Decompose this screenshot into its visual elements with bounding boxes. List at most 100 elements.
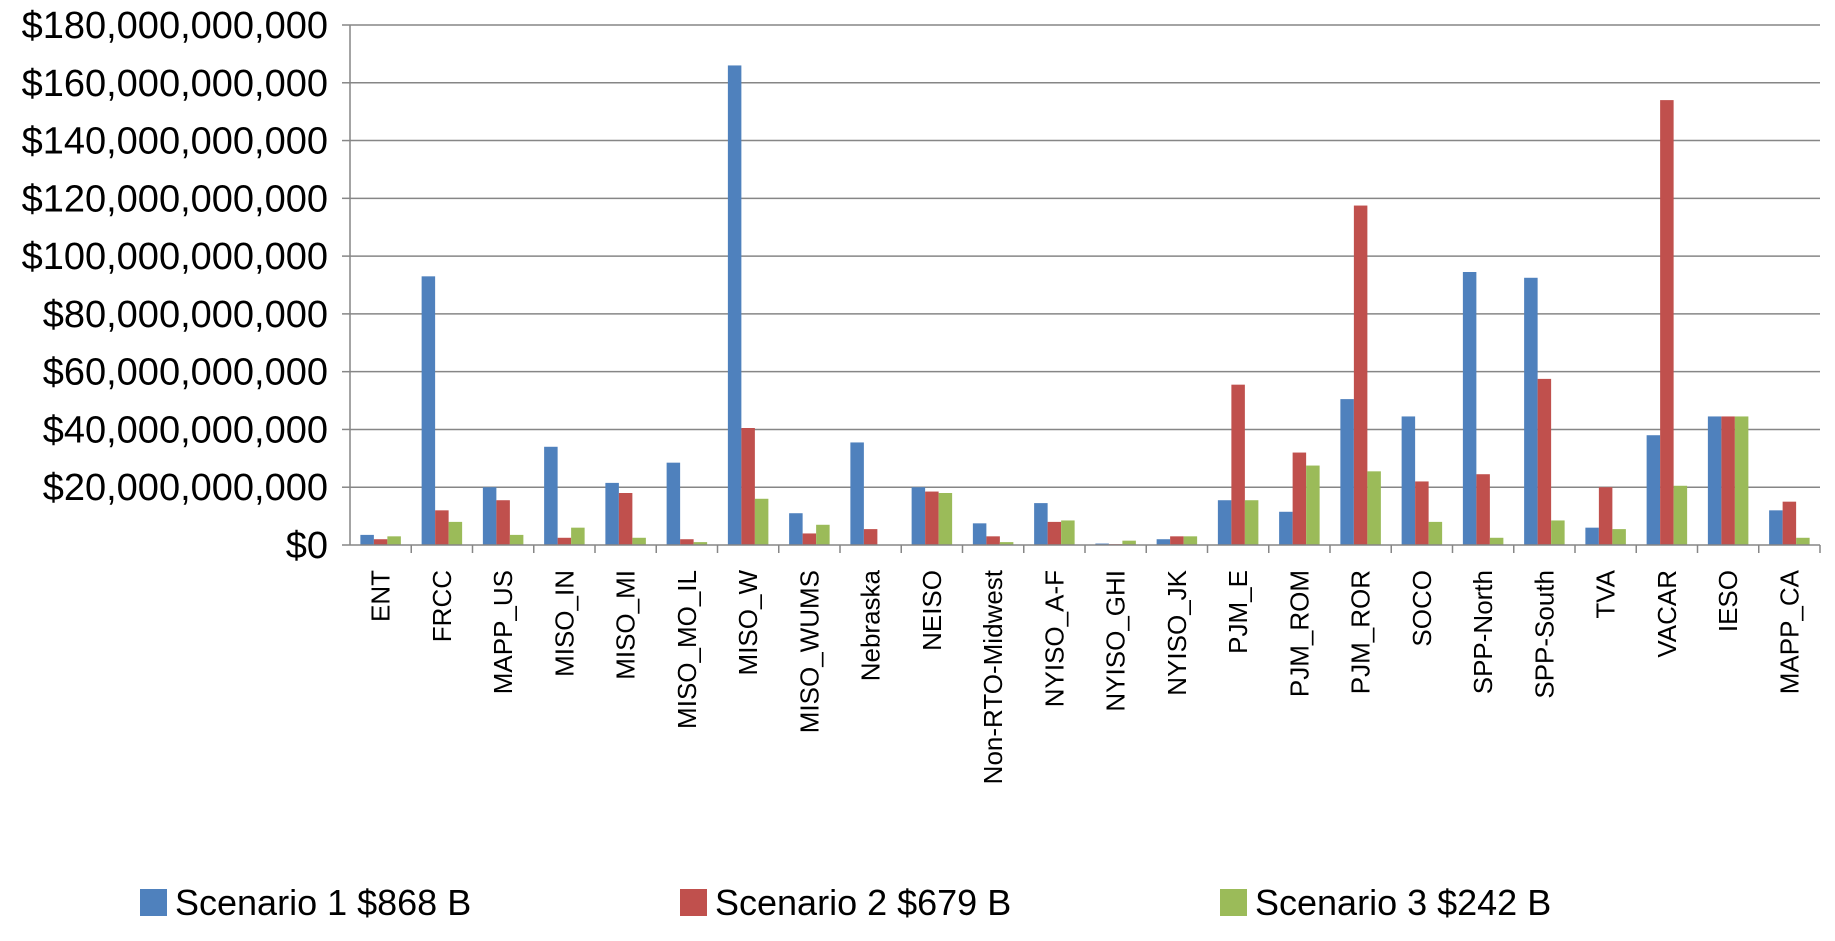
x-tick-label: MAPP_CA — [1774, 569, 1804, 694]
x-tick-label: TVA — [1591, 569, 1621, 618]
bar — [1721, 416, 1735, 545]
bar — [571, 527, 585, 545]
bar — [754, 498, 769, 545]
bar — [1551, 520, 1565, 545]
x-tick-label: MISO_W — [733, 570, 763, 676]
bar — [789, 513, 803, 545]
bar — [1183, 536, 1198, 545]
bar — [1122, 540, 1136, 545]
x-tick-label: PJM_ROM — [1284, 570, 1314, 697]
bar — [482, 487, 497, 545]
bar — [1170, 536, 1184, 545]
bar — [1401, 416, 1416, 545]
y-tick-label: $20,000,000,000 — [43, 467, 328, 509]
bar — [1734, 416, 1749, 545]
bar — [1340, 399, 1354, 545]
bar — [741, 428, 755, 545]
legend-label: Scenario 3 $242 B — [1255, 882, 1551, 923]
bar — [1292, 452, 1307, 545]
bar — [727, 65, 742, 545]
bar — [1598, 487, 1613, 545]
legend-label: Scenario 1 $868 B — [175, 882, 471, 923]
x-tick-label: MISO_WUMS — [794, 570, 824, 733]
legend-swatch — [1220, 889, 1247, 916]
bar — [666, 462, 681, 545]
bar — [1462, 272, 1477, 545]
bar — [1244, 500, 1259, 545]
bar — [1034, 503, 1048, 545]
legend: Scenario 1 $868 B Scenario 2 $679 B Scenar… — [140, 882, 1551, 923]
bar — [850, 442, 864, 545]
bar — [802, 533, 817, 545]
bar — [1415, 481, 1429, 545]
bar — [999, 542, 1014, 545]
y-tick-label: $40,000,000,000 — [43, 409, 328, 451]
bar — [421, 276, 436, 545]
bar — [448, 521, 463, 545]
bar — [1524, 277, 1538, 545]
x-tick-label: SOCO — [1407, 570, 1437, 647]
y-tick-label: $80,000,000,000 — [43, 294, 328, 336]
bar — [1489, 537, 1504, 545]
y-tick-label: $60,000,000,000 — [43, 352, 328, 394]
bar — [632, 537, 646, 545]
bar — [435, 510, 449, 545]
x-tick-label: VACAR — [1652, 570, 1682, 658]
bar — [1306, 465, 1320, 545]
bar — [360, 534, 374, 545]
x-tick-label: Nebraska — [856, 569, 886, 681]
x-tick-label: PJM_ROR — [1346, 570, 1376, 694]
y-tick-label: $180,000,000,000 — [22, 5, 328, 47]
x-tick-label: SPP-North — [1468, 570, 1498, 694]
x-tick-label: MAPP_US — [488, 570, 518, 694]
bar — [618, 493, 633, 545]
gridlines — [350, 24, 1820, 488]
bar — [1707, 416, 1722, 545]
x-tick-label: IESO — [1713, 570, 1743, 632]
x-tick-label: NYISO_JK — [1162, 569, 1192, 695]
bar — [1217, 500, 1232, 545]
x-tick-label: Non-RTO-Midwest — [978, 569, 1008, 784]
x-axis-tick-labels: ENT FRCC MAPP_US MISO_IN MISO_MI MISO_MO_IL MI… — [366, 569, 1805, 784]
bar — [1279, 511, 1293, 545]
bar — [816, 524, 830, 545]
bar — [496, 500, 510, 545]
x-tick-label: ENT — [366, 570, 396, 622]
x-tick-label: NEISO — [917, 570, 947, 651]
bar — [1476, 474, 1490, 545]
bar — [1061, 520, 1075, 545]
bar — [1156, 539, 1171, 545]
bar — [1585, 527, 1599, 545]
x-tick-label: PJM_E — [1223, 570, 1253, 654]
bar — [986, 536, 1000, 545]
x-tick-label: MISO_MI — [611, 570, 641, 680]
bars — [360, 65, 1810, 546]
bar — [680, 539, 694, 545]
bar — [1646, 435, 1661, 545]
legend-label: Scenario 2 $679 B — [715, 882, 1011, 923]
bar — [693, 542, 708, 545]
x-tick-label: NYISO_A-F — [1039, 570, 1069, 707]
bar — [544, 446, 558, 545]
bar — [972, 523, 987, 545]
bar — [1782, 501, 1797, 545]
bar — [911, 487, 926, 545]
bar — [1673, 485, 1688, 545]
y-tick-label: $120,000,000,000 — [22, 178, 328, 220]
bar — [863, 529, 878, 545]
bar — [1367, 471, 1381, 545]
bar — [1353, 205, 1368, 546]
x-tick-label: NYISO_GHI — [1101, 570, 1131, 712]
x-tick-label: SPP-South — [1529, 570, 1559, 699]
axes — [342, 24, 1821, 553]
bar — [605, 482, 619, 545]
bar — [938, 493, 953, 545]
bar — [1537, 378, 1552, 545]
bar — [1047, 521, 1062, 545]
x-tick-label: MISO_IN — [549, 570, 579, 677]
y-tick-label: $100,000,000,000 — [22, 236, 328, 278]
x-tick-label: FRCC — [427, 570, 457, 642]
y-tick-label: $0 — [286, 525, 328, 567]
